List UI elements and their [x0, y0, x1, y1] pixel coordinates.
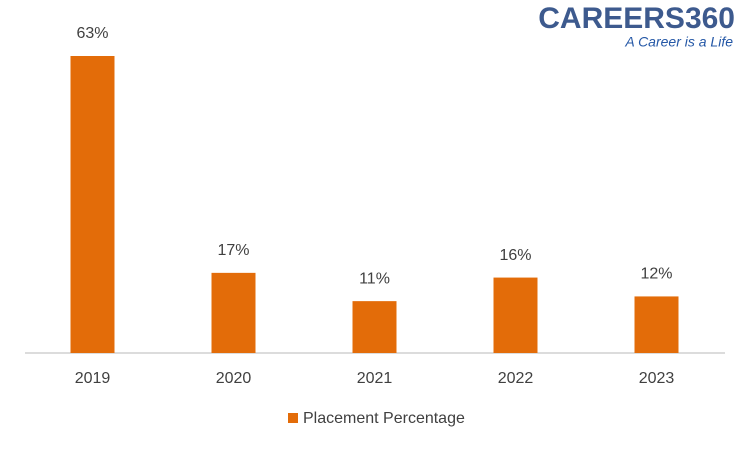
value-label: 17% [217, 242, 249, 259]
x-tick-label: 2020 [216, 370, 252, 387]
bar [70, 56, 115, 353]
value-label: 16% [499, 247, 531, 264]
value-label: 11% [359, 270, 390, 287]
bar [352, 301, 397, 353]
x-tick-label: 2023 [639, 370, 675, 387]
bar [211, 272, 256, 353]
legend-label: Placement Percentage [303, 410, 465, 427]
legend-swatch [288, 413, 298, 423]
brand-logo: CAREERS360 [538, 2, 735, 35]
brand-tagline: A Career is a Life [624, 34, 733, 50]
value-label: 12% [640, 266, 672, 283]
bar [493, 277, 538, 353]
x-tick-label: 2019 [75, 370, 111, 387]
x-tick-label: 2022 [498, 370, 534, 387]
x-tick-label: 2021 [357, 370, 393, 387]
bar [634, 296, 679, 353]
value-label: 63% [76, 25, 108, 42]
